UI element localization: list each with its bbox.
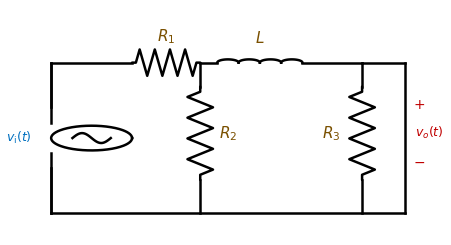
Text: $v_{\rm i}(t)$: $v_{\rm i}(t)$: [6, 130, 32, 146]
Text: $-$: $-$: [413, 155, 425, 169]
Text: $R_2$: $R_2$: [219, 124, 238, 143]
Text: $R_3$: $R_3$: [322, 124, 341, 143]
Text: $+$: $+$: [413, 98, 425, 111]
Text: $L$: $L$: [255, 30, 265, 46]
Text: $R_1$: $R_1$: [157, 27, 175, 46]
Text: $v_o(t)$: $v_o(t)$: [415, 125, 444, 141]
